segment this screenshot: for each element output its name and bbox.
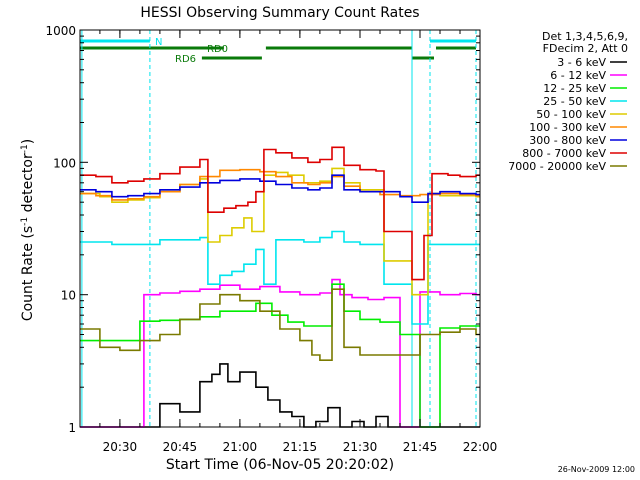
x-tick-label: 21:15 bbox=[283, 440, 318, 454]
orbit-event-lines bbox=[81, 30, 477, 427]
legend-label-3: 25 - 50 keV bbox=[543, 95, 606, 108]
legend-header-line-1: Det 1,3,4,5,6,9, bbox=[542, 30, 628, 43]
x-tick-label: 20:30 bbox=[103, 440, 138, 454]
generation-timestamp: 26-Nov-2009 12:00 bbox=[558, 465, 635, 474]
legend-label-4: 50 - 100 keV bbox=[536, 108, 606, 121]
legend-label-2: 12 - 25 keV bbox=[543, 82, 606, 95]
y-axis-ticks: 1 10 100 1000 bbox=[45, 24, 480, 435]
legend: Det 1,3,4,5,6,9, FDecim 2, Att 0 3 - 6 k… bbox=[508, 30, 628, 173]
x-tick-label: 20:45 bbox=[163, 440, 198, 454]
observing-flags: N RD0 RD6 bbox=[80, 37, 476, 65]
flag-label-rd0: RD0 bbox=[207, 44, 228, 55]
legend-label-7: 800 - 7000 keV bbox=[522, 147, 606, 160]
legend-header-line-2: FDecim 2, Att 0 bbox=[543, 42, 628, 55]
flag-label-night: N bbox=[155, 37, 162, 48]
series-line-8 bbox=[80, 288, 480, 361]
legend-label-8: 7000 - 20000 keV bbox=[508, 160, 606, 173]
legend-label-5: 100 - 300 keV bbox=[529, 121, 606, 134]
y-tick-label: 1000 bbox=[45, 24, 76, 38]
y-tick-label: 10 bbox=[61, 289, 76, 303]
series-line-6 bbox=[80, 174, 480, 203]
flag-label-rd6: RD6 bbox=[175, 54, 196, 65]
x-tick-label: 22:00 bbox=[463, 440, 498, 454]
series-line-0 bbox=[80, 363, 480, 428]
legend-label-6: 300 - 800 keV bbox=[529, 134, 606, 147]
legend-label-1: 6 - 12 keV bbox=[550, 69, 606, 82]
series-line-7 bbox=[80, 146, 480, 281]
x-axis-ticks: 20:30 20:45 21:00 21:15 21:30 21:45 22:00 bbox=[99, 30, 498, 454]
x-tick-label: 21:00 bbox=[223, 440, 258, 454]
series-line-5 bbox=[80, 168, 480, 201]
x-tick-label: 21:45 bbox=[403, 440, 438, 454]
x-axis-label: Start Time (06-Nov-05 20:20:02) bbox=[166, 457, 394, 473]
x-tick-label: 21:30 bbox=[343, 440, 378, 454]
y-tick-label: 1 bbox=[68, 421, 76, 435]
y-axis-label: Count Rate (s-1 detector-1) bbox=[20, 139, 36, 321]
series-lines bbox=[80, 146, 480, 428]
series-line-3 bbox=[80, 230, 480, 325]
y-tick-label: 100 bbox=[53, 156, 76, 170]
legend-label-0: 3 - 6 keV bbox=[557, 56, 606, 69]
series-line-1 bbox=[80, 278, 480, 428]
chart-title: HESSI Observing Summary Count Rates bbox=[140, 5, 419, 21]
